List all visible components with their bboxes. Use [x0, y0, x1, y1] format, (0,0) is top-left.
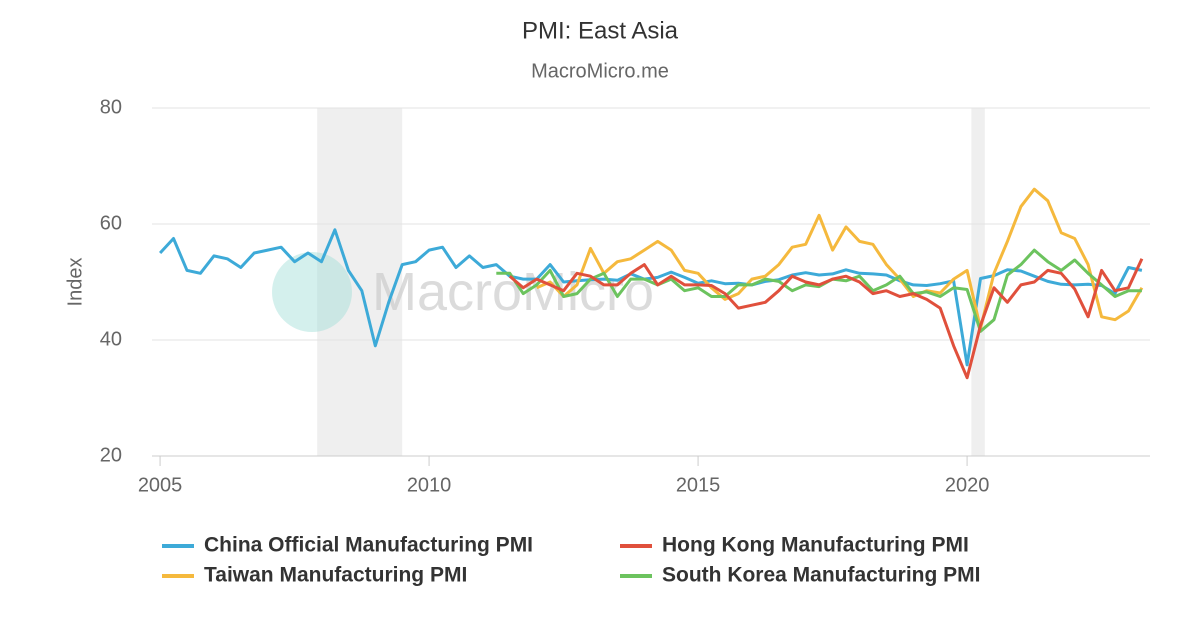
y-tick-label: 40: [100, 328, 122, 350]
chart-subtitle: MacroMicro.me: [531, 60, 669, 82]
x-tick-label: 2010: [407, 474, 452, 496]
x-tick-label: 2015: [676, 474, 721, 496]
series-line: [508, 258, 1144, 380]
y-tick-label: 80: [100, 96, 122, 118]
y-axis-label: Index: [64, 258, 86, 307]
recession-band: [971, 108, 985, 456]
legend-label: Hong Kong Manufacturing PMI: [662, 534, 969, 557]
series-line: [496, 248, 1142, 333]
background-layer: [152, 107, 1150, 466]
series-line: [158, 228, 1143, 367]
y-tick-label: 20: [100, 444, 122, 466]
legend-label: China Official Manufacturing PMI: [204, 534, 533, 557]
recession-band: [317, 108, 403, 456]
x-tick-label: 2005: [138, 474, 183, 496]
watermark-logo: [272, 252, 352, 332]
chart-title: PMI: East Asia: [522, 17, 679, 44]
legend-label: South Korea Manufacturing PMI: [662, 564, 981, 587]
x-tick-label: 2020: [945, 474, 990, 496]
y-tick-label: 60: [100, 212, 122, 234]
series-line: [536, 187, 1144, 330]
watermark: MacroMicro: [372, 262, 654, 322]
legend-label: Taiwan Manufacturing PMI: [204, 564, 467, 587]
